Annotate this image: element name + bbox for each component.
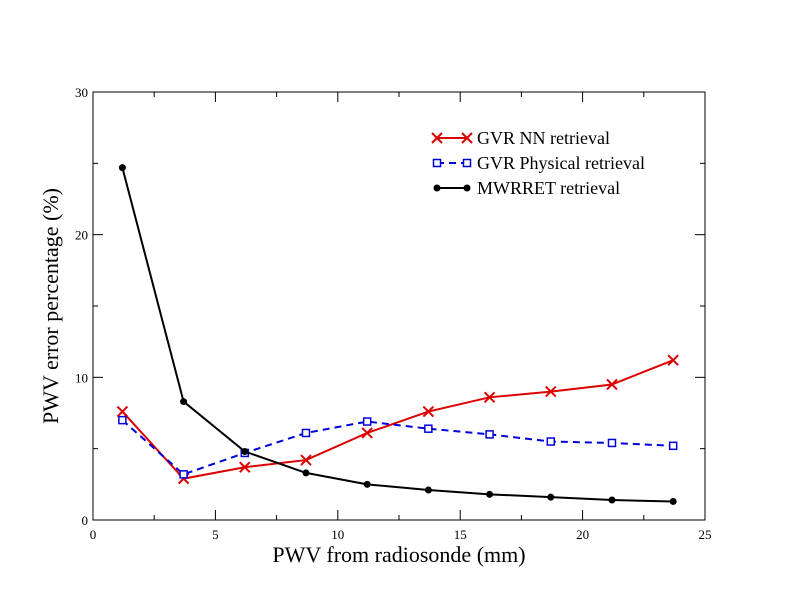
- data-point: [424, 486, 432, 494]
- legend-label: GVR NN retrieval: [477, 128, 610, 148]
- data-point: [669, 497, 677, 505]
- data-point: [547, 493, 555, 501]
- legend-marker: [433, 184, 441, 192]
- data-point: [363, 480, 371, 488]
- legend-marker: [461, 132, 473, 144]
- x-tick-label: 15: [454, 527, 467, 542]
- data-point: [608, 496, 616, 504]
- y-tick-label: 10: [75, 370, 88, 385]
- x-tick-label: 10: [331, 527, 344, 542]
- y-tick-label: 0: [82, 513, 89, 528]
- series-layer: [116, 164, 679, 505]
- y-tick-label: 20: [75, 228, 88, 243]
- data-point: [239, 461, 251, 473]
- data-point: [301, 428, 311, 438]
- series-line: [121, 419, 674, 476]
- data-point: [546, 437, 556, 446]
- data-point: [606, 378, 618, 391]
- legend-label: GVR Physical retrieval: [477, 153, 645, 173]
- data-point: [668, 441, 678, 451]
- legend-entry: GVR NN retrieval: [431, 128, 610, 148]
- x-tick-label: 0: [90, 527, 97, 542]
- data-point: [241, 448, 249, 456]
- series-3: [118, 164, 677, 505]
- legend-marker: [432, 158, 442, 168]
- legend-entry: GVR Physical retrieval: [432, 153, 645, 173]
- data-point: [483, 391, 496, 404]
- data-point: [362, 417, 372, 426]
- axis-ticks: [92, 91, 706, 521]
- series-2: [118, 415, 678, 479]
- data-point: [118, 164, 126, 172]
- data-point: [485, 430, 494, 439]
- data-point: [361, 427, 373, 439]
- legend-marker: [431, 132, 443, 144]
- series-line: [121, 167, 674, 503]
- data-point: [300, 454, 312, 466]
- x-tick-label: 5: [212, 527, 219, 542]
- data-point: [180, 398, 188, 406]
- y-tick-label: 30: [75, 85, 88, 100]
- x-tick-label: 25: [699, 527, 712, 542]
- data-point: [667, 354, 679, 366]
- x-tick-label: 20: [576, 527, 589, 542]
- series-line: [121, 359, 674, 480]
- data-point: [302, 469, 310, 477]
- legend-entry: MWRRET retrieval: [433, 178, 620, 198]
- data-point: [422, 405, 435, 418]
- legend-marker: [463, 184, 471, 192]
- y-axis-title: PWV error percentage (%): [38, 188, 63, 424]
- data-point: [179, 470, 188, 479]
- data-point: [545, 385, 557, 398]
- legend-marker: [462, 158, 472, 168]
- data-point: [607, 438, 617, 448]
- data-point: [118, 415, 127, 425]
- data-point: [424, 424, 433, 433]
- x-axis-title: PWV from radiosonde (mm): [272, 542, 525, 567]
- axis-tick-labels: 0 5 10 15 20 25 0 10 20 30: [75, 85, 712, 542]
- legend: GVR NN retrieval GVR Physical retrieval MW…: [431, 128, 645, 198]
- data-point: [486, 490, 494, 498]
- data-point: [116, 405, 129, 418]
- legend-label: MWRRET retrieval: [477, 178, 620, 198]
- series-1: [116, 354, 679, 485]
